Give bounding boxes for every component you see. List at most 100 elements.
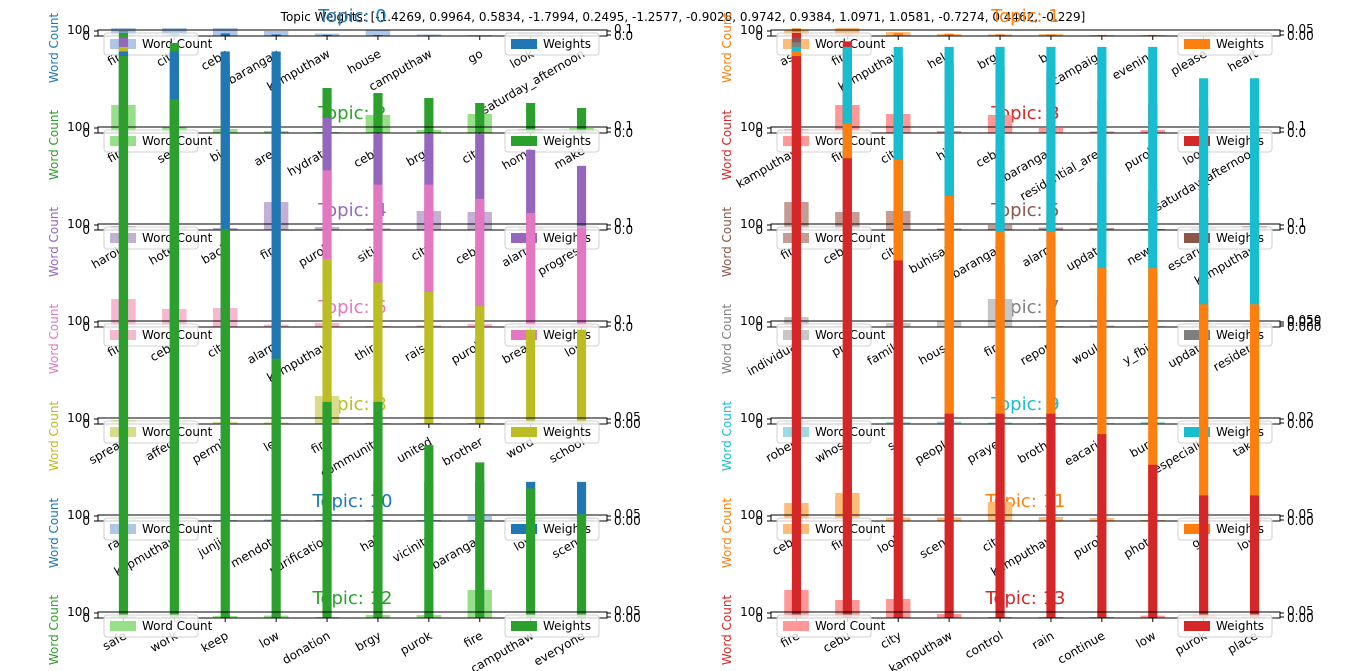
weight-bar [791, 28, 802, 36]
weight-bar [526, 213, 536, 327]
y-tick-label: 0 [82, 126, 90, 140]
legend-swatch [1184, 136, 1210, 146]
x-tick-label: residential_area [1017, 143, 1107, 203]
legend-weights: Weights [504, 32, 600, 56]
weight-bar [220, 33, 230, 36]
legend-frame [776, 614, 872, 638]
legend-swatch [110, 621, 136, 631]
weight-bar [322, 401, 332, 618]
y-tick-label: 0 [82, 417, 90, 431]
weight-bar [271, 34, 281, 36]
y-axis-label: Word Count [720, 498, 734, 569]
legend-swatch [1184, 330, 1210, 340]
legend-weights: Weights [1177, 32, 1273, 56]
y-axis-label: Word Count [47, 13, 61, 84]
y-tick-label: 100 [740, 411, 763, 425]
y2-tick-label: 0.00 [1287, 417, 1314, 431]
y2-tick-label: 0.1 [614, 216, 633, 230]
legend-swatch [783, 621, 809, 631]
y-tick-label: 100 [67, 23, 90, 37]
y-tick-label: 0 [755, 611, 763, 625]
axes-frame [770, 611, 1281, 619]
weight-bar [322, 88, 332, 133]
y2-tick-label: 0.1 [614, 119, 633, 133]
y-axis-label: Word Count [47, 595, 61, 666]
y-tick-label: 100 [67, 120, 90, 134]
weight-bar [576, 227, 587, 327]
y2-tick-label: 0.05 [614, 410, 641, 424]
weight-bar [842, 158, 852, 618]
weight-bar [1046, 232, 1056, 522]
weight-bar [1046, 413, 1056, 618]
y-tick-label: 100 [67, 605, 90, 619]
y2-tick-label: 0.0 [1287, 223, 1306, 237]
axes-frame [770, 126, 1281, 134]
weight-bar [1249, 304, 1260, 521]
axes-frame [770, 223, 1281, 231]
y-tick-label: 100 [740, 120, 763, 134]
legend-swatch [511, 233, 537, 243]
panel-title: Topic: 9 [990, 394, 1060, 415]
weight-bar [526, 488, 536, 618]
panel-title: Topic: 0 [317, 6, 387, 27]
legend-swatch [511, 524, 537, 534]
legend-label: Word Count [142, 619, 213, 633]
weight-bar [118, 56, 129, 619]
panel-title: Topic: 6 [317, 297, 387, 318]
legend-label: Weights [543, 134, 591, 148]
legend-weights: Weights [504, 420, 600, 444]
panel-title: Topic: 5 [990, 200, 1060, 221]
weight-bar [322, 34, 332, 36]
weight-bar [1046, 34, 1056, 36]
weight-bar [1097, 46, 1107, 424]
legend-label: Weights [543, 37, 591, 51]
weight-bar [475, 198, 485, 327]
axes-frame [97, 611, 608, 619]
y2-tick-label: 0.0 [614, 223, 633, 237]
y-tick-label: 100 [740, 314, 763, 328]
weight-bar [220, 228, 230, 618]
axes-frame [97, 417, 608, 425]
y2-tick-label: 0.00 [614, 611, 641, 625]
legend-word-count: Word Count [103, 614, 213, 638]
weight-bar [576, 514, 587, 618]
weight-bar [424, 133, 434, 230]
x-tick-label: rain [1029, 628, 1056, 652]
weight-bar [893, 260, 903, 618]
x-tick-label: control [963, 628, 1006, 661]
legend-weights: Weights [504, 614, 600, 638]
weight-bar [322, 170, 332, 327]
weight-bar [475, 133, 485, 230]
y-axis-label: Word Count [47, 304, 61, 375]
y2-tick-label: 0.1 [1287, 119, 1306, 133]
word-count-bar [263, 31, 289, 36]
weight-bar [475, 306, 485, 424]
x-tick-label: fire [461, 628, 485, 650]
weight-bar [944, 33, 954, 36]
weight-bar [526, 329, 536, 424]
word-count-bar [213, 28, 238, 36]
y2-tick-label: 0.02 [1287, 410, 1314, 424]
y2-tick-label: 0.00 [614, 514, 641, 528]
panel-title: Topic: 12 [312, 588, 393, 609]
legend-frame [1177, 32, 1273, 56]
weight-bar [475, 103, 485, 133]
panel-title: Topic: 13 [985, 588, 1066, 609]
y-tick-label: 0 [82, 514, 90, 528]
legend-swatch [1184, 621, 1210, 631]
weight-bar [1097, 268, 1107, 521]
word-count-bar [162, 28, 187, 36]
y-tick-label: 100 [740, 23, 763, 37]
x-tick-label: brgy [353, 628, 383, 654]
legend-weights: Weights [504, 129, 600, 153]
weight-bar [1199, 78, 1209, 425]
legend-swatch [511, 39, 537, 49]
weight-bar [373, 184, 383, 327]
weight-bar [1148, 46, 1158, 424]
weight-bar [576, 165, 587, 230]
y2-tick-label: 0.05 [1287, 604, 1314, 618]
legend-weights: Weights [1177, 614, 1273, 638]
legend-label: Word Count [815, 619, 886, 633]
